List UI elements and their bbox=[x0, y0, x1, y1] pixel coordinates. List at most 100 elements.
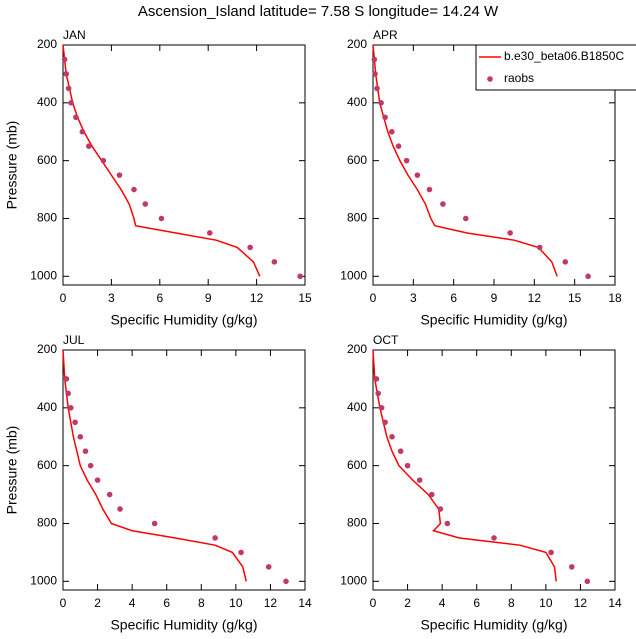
plot-frame bbox=[372, 349, 616, 591]
legend-box bbox=[475, 44, 636, 91]
x-tick-label: 6 bbox=[473, 596, 480, 610]
legend-label: b.e30_beta06.B1850C bbox=[504, 49, 624, 63]
obs-point bbox=[584, 578, 591, 585]
obs-point bbox=[151, 520, 158, 527]
obs-point bbox=[372, 71, 378, 77]
obs-point bbox=[548, 549, 554, 556]
obs-point bbox=[440, 201, 446, 207]
y-tick-label: 200 bbox=[37, 342, 57, 356]
obs-point bbox=[87, 462, 94, 469]
y-tick-label: 600 bbox=[347, 458, 367, 472]
panel-title: OCT bbox=[373, 333, 399, 347]
model-line bbox=[372, 349, 557, 582]
obs-point bbox=[297, 273, 303, 280]
obs-point bbox=[65, 390, 71, 397]
y-tick-label: 800 bbox=[37, 516, 57, 530]
obs-point bbox=[395, 143, 402, 150]
y-tick-label: 800 bbox=[37, 211, 57, 225]
obs-point bbox=[397, 448, 404, 455]
x-tick-label: 8 bbox=[508, 596, 515, 610]
x-axis-label: Specific Humidity (g/kg) bbox=[110, 312, 257, 328]
obs-point bbox=[63, 376, 70, 382]
x-tick-label: 12 bbox=[250, 291, 264, 305]
y-axis-label: Pressure (mb) bbox=[4, 121, 20, 210]
x-tick-label: 9 bbox=[205, 291, 212, 305]
obs-point bbox=[86, 143, 92, 150]
obs-point bbox=[158, 215, 165, 222]
obs-point bbox=[428, 491, 435, 498]
obs-point bbox=[382, 114, 388, 121]
y-tick-label: 1000 bbox=[340, 573, 367, 587]
obs-point bbox=[265, 564, 272, 570]
obs-point bbox=[437, 506, 444, 512]
obs-point bbox=[378, 405, 385, 411]
obs-point bbox=[374, 85, 380, 92]
obs-point bbox=[72, 419, 78, 426]
y-tick-label: 200 bbox=[37, 37, 57, 51]
y-tick-label: 400 bbox=[347, 95, 367, 109]
x-tick-label: 0 bbox=[370, 596, 377, 610]
legend-label: raobs bbox=[504, 71, 534, 85]
x-tick-label: 10 bbox=[539, 596, 553, 610]
y-tick-label: 200 bbox=[347, 37, 367, 51]
x-axis-label: Specific Humidity (g/kg) bbox=[110, 617, 257, 633]
x-tick-label: 12 bbox=[264, 596, 278, 610]
plot-frame bbox=[62, 44, 306, 286]
obs-point bbox=[131, 186, 137, 193]
y-tick-label: 1000 bbox=[340, 268, 367, 282]
obs-point bbox=[414, 172, 421, 178]
obs-point bbox=[61, 56, 68, 63]
obs-point bbox=[426, 186, 433, 193]
obs-point bbox=[142, 201, 149, 207]
obs-point bbox=[371, 56, 378, 63]
obs-point bbox=[94, 477, 101, 483]
x-tick-label: 0 bbox=[60, 291, 67, 305]
obs-point bbox=[77, 433, 84, 440]
obs-point bbox=[106, 491, 113, 498]
panel-title: JAN bbox=[63, 28, 86, 42]
x-tick-label: 0 bbox=[60, 596, 67, 610]
legend-marker bbox=[487, 76, 493, 82]
obs-point bbox=[585, 273, 591, 280]
obs-point bbox=[67, 405, 74, 411]
obs-point bbox=[403, 157, 410, 164]
obs-point bbox=[375, 390, 381, 397]
obs-point bbox=[283, 578, 289, 585]
obs-point bbox=[568, 564, 575, 570]
model-line bbox=[62, 44, 261, 277]
y-tick-label: 1000 bbox=[30, 573, 57, 587]
panel-title: JUL bbox=[63, 333, 85, 347]
obs-point bbox=[562, 259, 569, 265]
obs-point bbox=[238, 549, 244, 556]
x-tick-label: 6 bbox=[156, 291, 163, 305]
obs-point bbox=[117, 506, 123, 512]
x-axis-label: Specific Humidity (g/kg) bbox=[420, 312, 567, 328]
x-tick-label: 0 bbox=[370, 291, 377, 305]
x-tick-label: 14 bbox=[608, 596, 622, 610]
y-tick-label: 400 bbox=[37, 400, 57, 414]
x-tick-label: 15 bbox=[568, 291, 582, 305]
x-tick-label: 18 bbox=[608, 291, 622, 305]
x-tick-label: 9 bbox=[491, 291, 498, 305]
obs-point bbox=[271, 259, 278, 265]
y-tick-label: 400 bbox=[347, 400, 367, 414]
x-tick-label: 15 bbox=[298, 291, 312, 305]
x-tick-label: 6 bbox=[163, 596, 170, 610]
x-tick-label: 4 bbox=[439, 596, 446, 610]
panel-title: APR bbox=[373, 28, 398, 42]
obs-point bbox=[491, 535, 497, 541]
page-title: Ascension_Island latitude= 7.58 S longit… bbox=[138, 3, 499, 20]
y-tick-label: 800 bbox=[347, 211, 367, 225]
x-tick-label: 2 bbox=[404, 596, 411, 610]
y-tick-label: 600 bbox=[37, 153, 57, 167]
obs-point bbox=[100, 157, 107, 164]
x-tick-label: 8 bbox=[198, 596, 205, 610]
x-axis-label: Specific Humidity (g/kg) bbox=[420, 617, 567, 633]
obs-point bbox=[207, 230, 213, 236]
obs-point bbox=[378, 100, 384, 106]
obs-point bbox=[73, 114, 79, 121]
x-tick-label: 12 bbox=[574, 596, 588, 610]
plot-frame bbox=[62, 349, 306, 591]
y-tick-label: 1000 bbox=[30, 268, 57, 282]
